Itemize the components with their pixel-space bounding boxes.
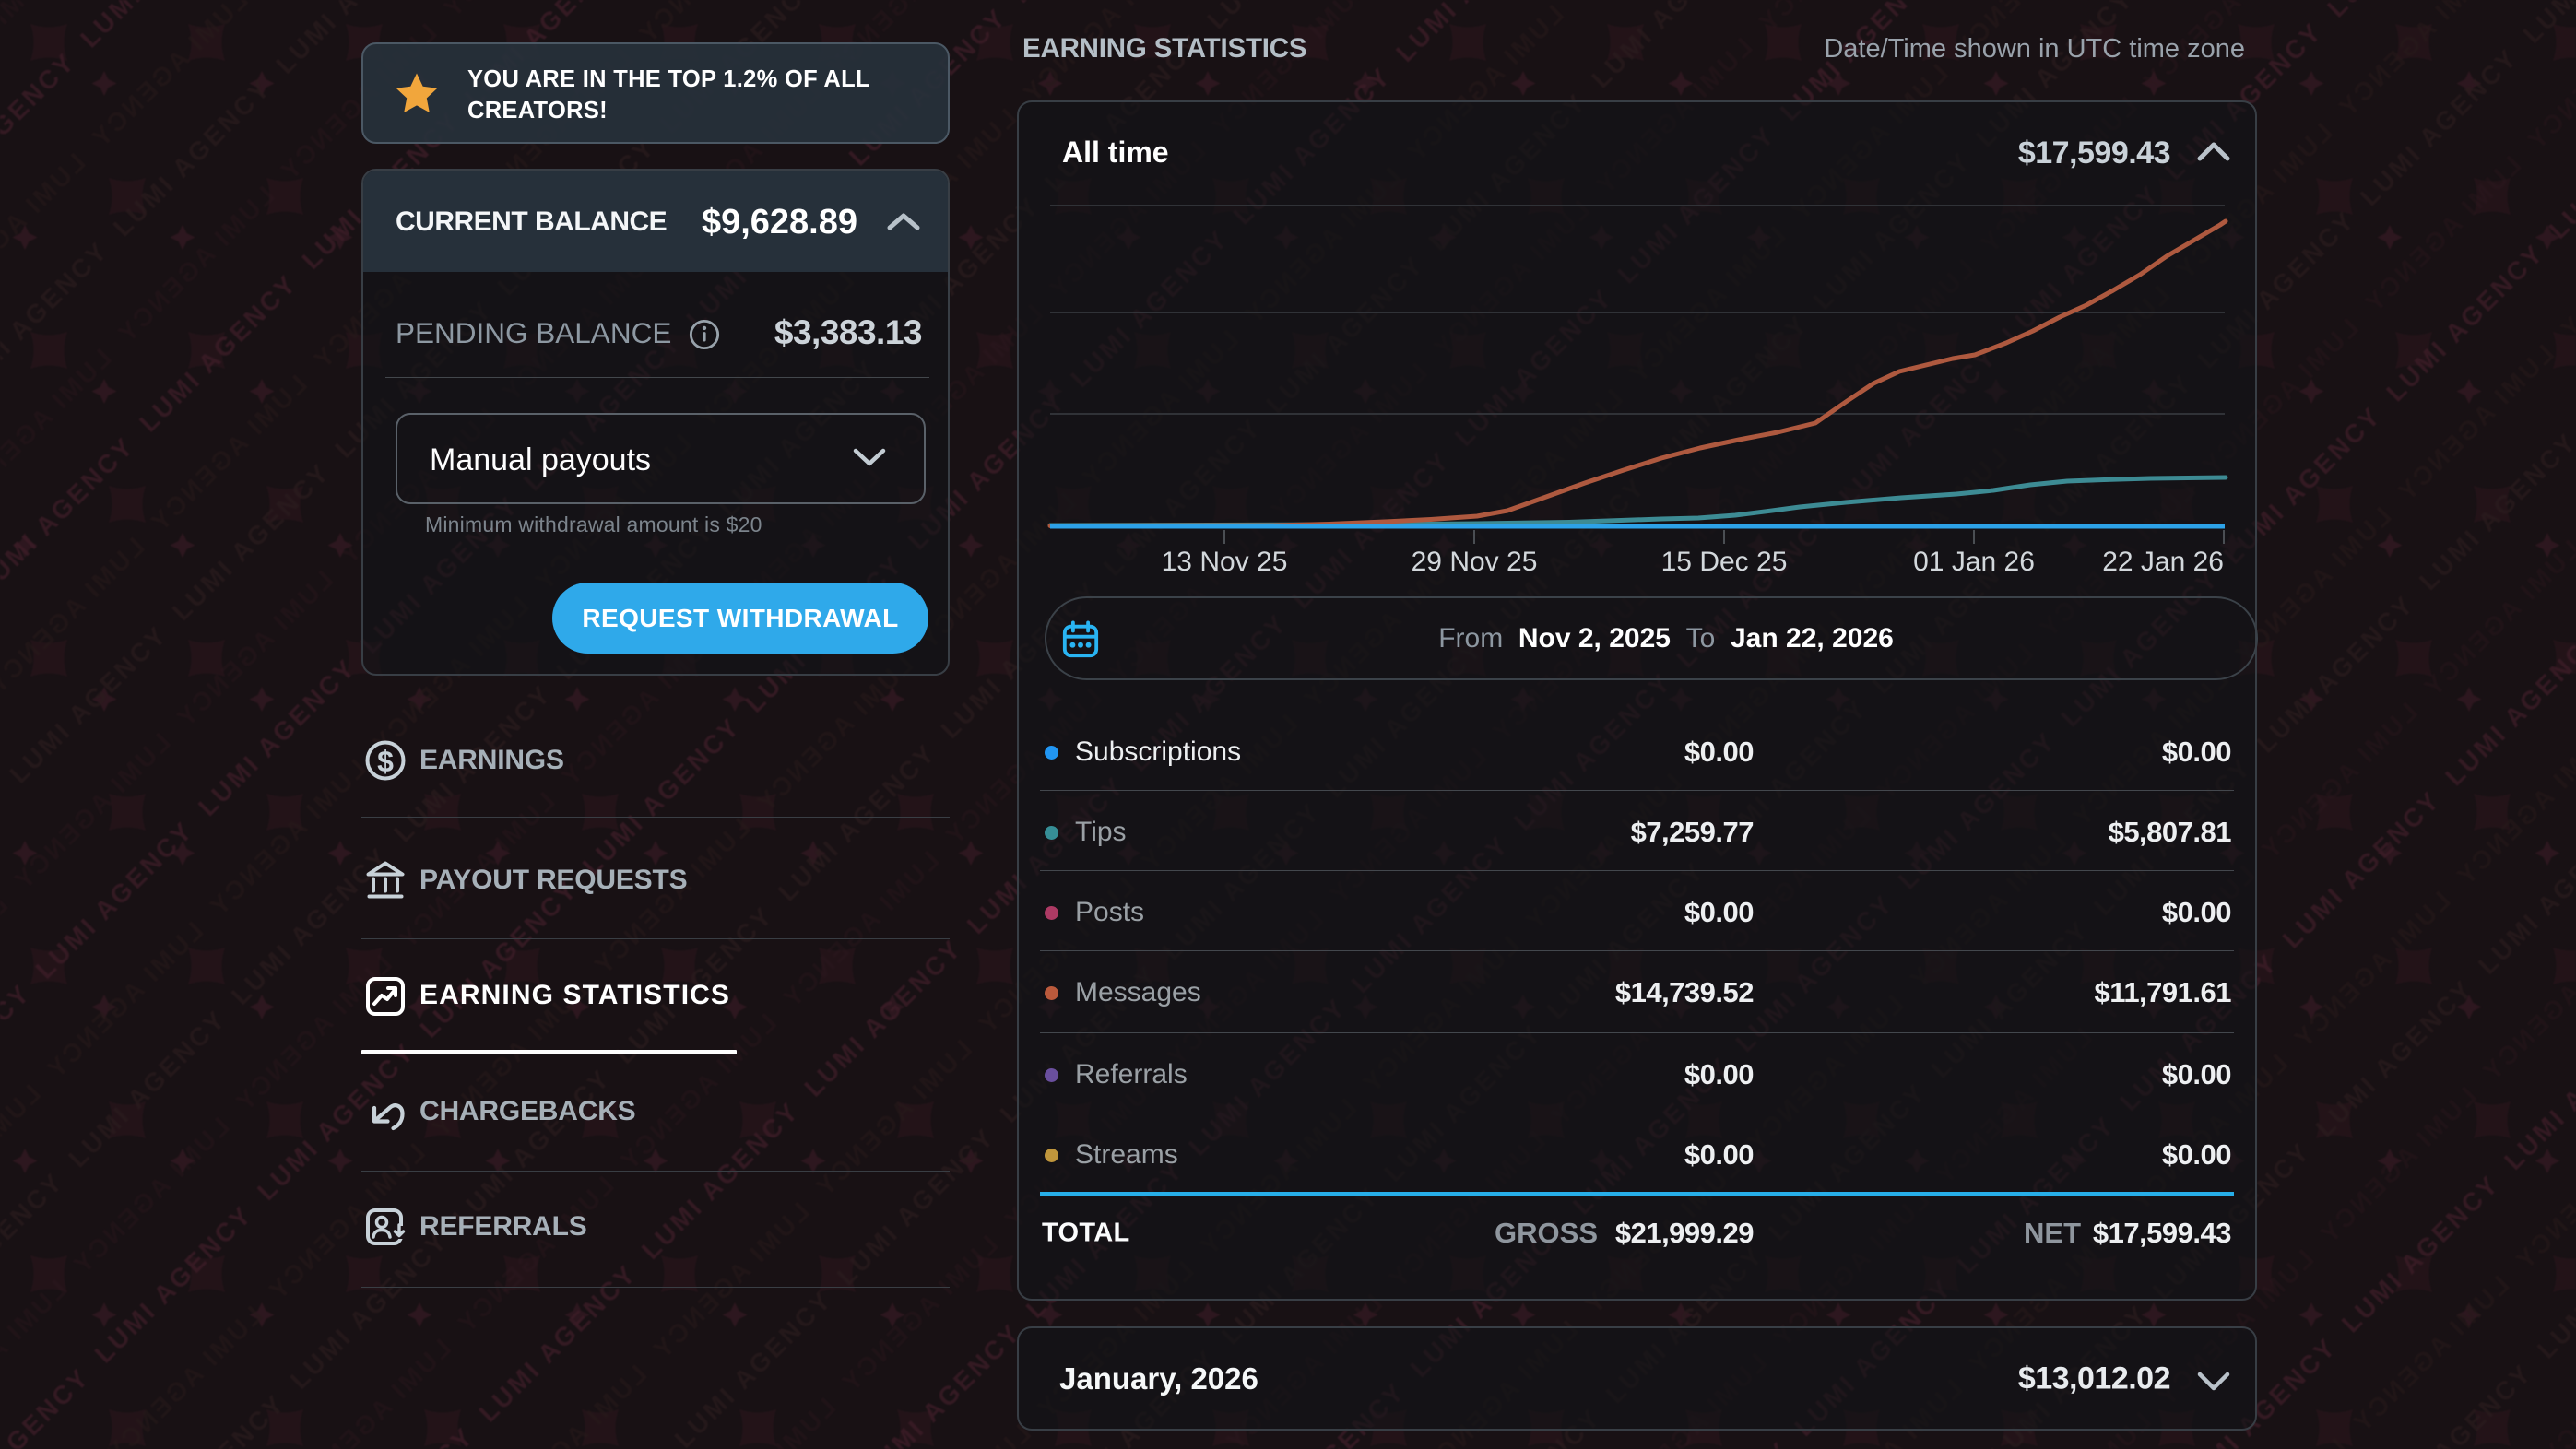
svg-text:$: $	[377, 745, 394, 778]
